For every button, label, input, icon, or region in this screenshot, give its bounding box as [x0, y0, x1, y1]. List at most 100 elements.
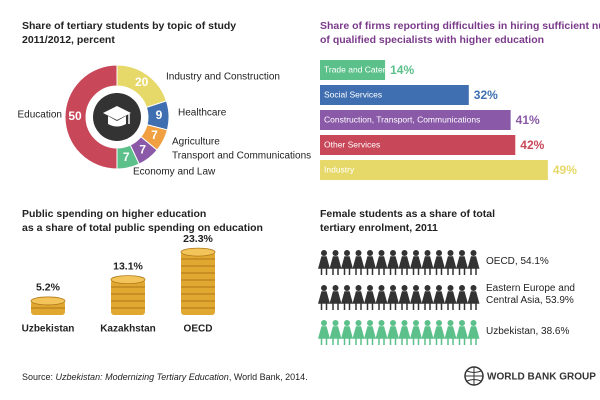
- row-label: Uzbekistan, 38.6%: [486, 326, 570, 337]
- figure-head: [470, 250, 477, 256]
- coin-top: [180, 247, 216, 257]
- figure-head: [332, 320, 339, 326]
- figure-head: [378, 285, 385, 291]
- figure-head: [355, 250, 362, 256]
- figure-body: [329, 256, 342, 275]
- figure-body: [421, 256, 434, 275]
- figure-head: [367, 250, 373, 256]
- figure-body: [375, 291, 388, 310]
- figure-body: [318, 326, 330, 345]
- figure-body: [341, 256, 353, 275]
- figure-head: [390, 320, 396, 326]
- figure-head: [401, 250, 408, 256]
- figure-head: [436, 250, 442, 256]
- coin-body: [181, 252, 215, 315]
- figure-body: [444, 291, 457, 310]
- bar: [320, 60, 386, 80]
- figure-head: [367, 285, 373, 291]
- slice-value: 20: [135, 75, 149, 89]
- figure-head: [344, 285, 350, 291]
- row-label: OECD, 54.1%: [486, 256, 549, 267]
- row-label: Eastern Europe and Central Asia, 53.9%: [486, 283, 575, 306]
- chart-subtitle: 2011/2012, percent: [22, 34, 115, 46]
- chart-title: Share of firms reporting difficulties in…: [320, 20, 600, 46]
- coin-stack: [180, 247, 216, 315]
- bar-label: Social Services: [324, 89, 382, 99]
- figure-body: [421, 291, 434, 310]
- figure-body: [352, 326, 365, 345]
- value-label: 5.2%: [36, 282, 61, 294]
- slice-label: Healthcare: [178, 108, 227, 119]
- figure-body: [410, 256, 422, 275]
- bar-label: Trade and Catering: [324, 64, 397, 74]
- figure-body: [318, 291, 330, 310]
- value-label: 13.1%: [113, 260, 143, 272]
- bar: [320, 160, 548, 180]
- figure-head: [436, 320, 442, 326]
- figure-head: [413, 285, 419, 291]
- figure-body: [387, 291, 399, 310]
- source-suffix: , World Bank, 2014.: [228, 372, 308, 382]
- bar-label: Industry: [324, 164, 355, 174]
- figure-head: [321, 320, 327, 326]
- figure-head: [378, 250, 385, 256]
- coin-body: [111, 279, 145, 315]
- figure-head: [367, 320, 373, 326]
- figure-body: [456, 326, 468, 345]
- figure-body: [387, 326, 399, 345]
- figure-head: [401, 320, 408, 326]
- value-label: 41%: [516, 113, 540, 127]
- bar: [320, 110, 511, 130]
- slice-value: 50: [68, 109, 82, 123]
- figure-head: [401, 285, 408, 291]
- value-label: 49%: [553, 163, 577, 177]
- figure-head: [424, 250, 431, 256]
- slice-value: 7: [123, 150, 130, 164]
- figure-head: [447, 285, 454, 291]
- figure-body: [387, 256, 399, 275]
- slice-value: 9: [156, 108, 163, 122]
- figure-body: [444, 256, 457, 275]
- figure-head: [459, 320, 465, 326]
- source-prefix: Source:: [22, 372, 54, 382]
- figure-head: [470, 285, 477, 291]
- figure-head: [355, 285, 362, 291]
- figure-body: [398, 326, 411, 345]
- value-label: 42%: [520, 138, 544, 152]
- figure-body: [375, 326, 388, 345]
- figure-head: [413, 320, 419, 326]
- figure-head: [390, 285, 396, 291]
- chart-title: Female students as a share of total: [320, 208, 495, 220]
- figure-body: [364, 291, 376, 310]
- figure-head: [436, 285, 442, 291]
- bar: [320, 85, 469, 105]
- figure-head: [447, 320, 454, 326]
- figure-head: [459, 250, 465, 256]
- figure-body: [456, 256, 468, 275]
- figure-row: [318, 285, 480, 310]
- bar-label: Other Services: [324, 139, 380, 149]
- slice-value: 7: [151, 128, 158, 142]
- logo-text: WORLD BANK GROUP: [487, 372, 596, 383]
- slice-label: Economy and Law: [133, 167, 216, 178]
- figure-head: [424, 320, 431, 326]
- category-label: Uzbekistan: [22, 324, 75, 335]
- figure-head: [413, 250, 419, 256]
- figure-body: [341, 291, 353, 310]
- cap-icon: [108, 116, 126, 127]
- category-label: Kazakhstan: [100, 324, 156, 335]
- figure-body: [364, 326, 376, 345]
- bar: [320, 135, 516, 155]
- slice-label: Transport and Communications: [172, 151, 311, 162]
- figure-row: [318, 250, 480, 275]
- source: Source: Uzbekistan: Modernizing Tertiary…: [22, 372, 308, 382]
- coin-top: [30, 296, 66, 306]
- chart-subtitle: as a share of total public spending on e…: [22, 222, 263, 234]
- figure-body: [410, 326, 422, 345]
- figure-head: [344, 250, 350, 256]
- figure-body: [318, 256, 330, 275]
- value-label: 23.3%: [183, 233, 213, 245]
- figure-head: [344, 320, 350, 326]
